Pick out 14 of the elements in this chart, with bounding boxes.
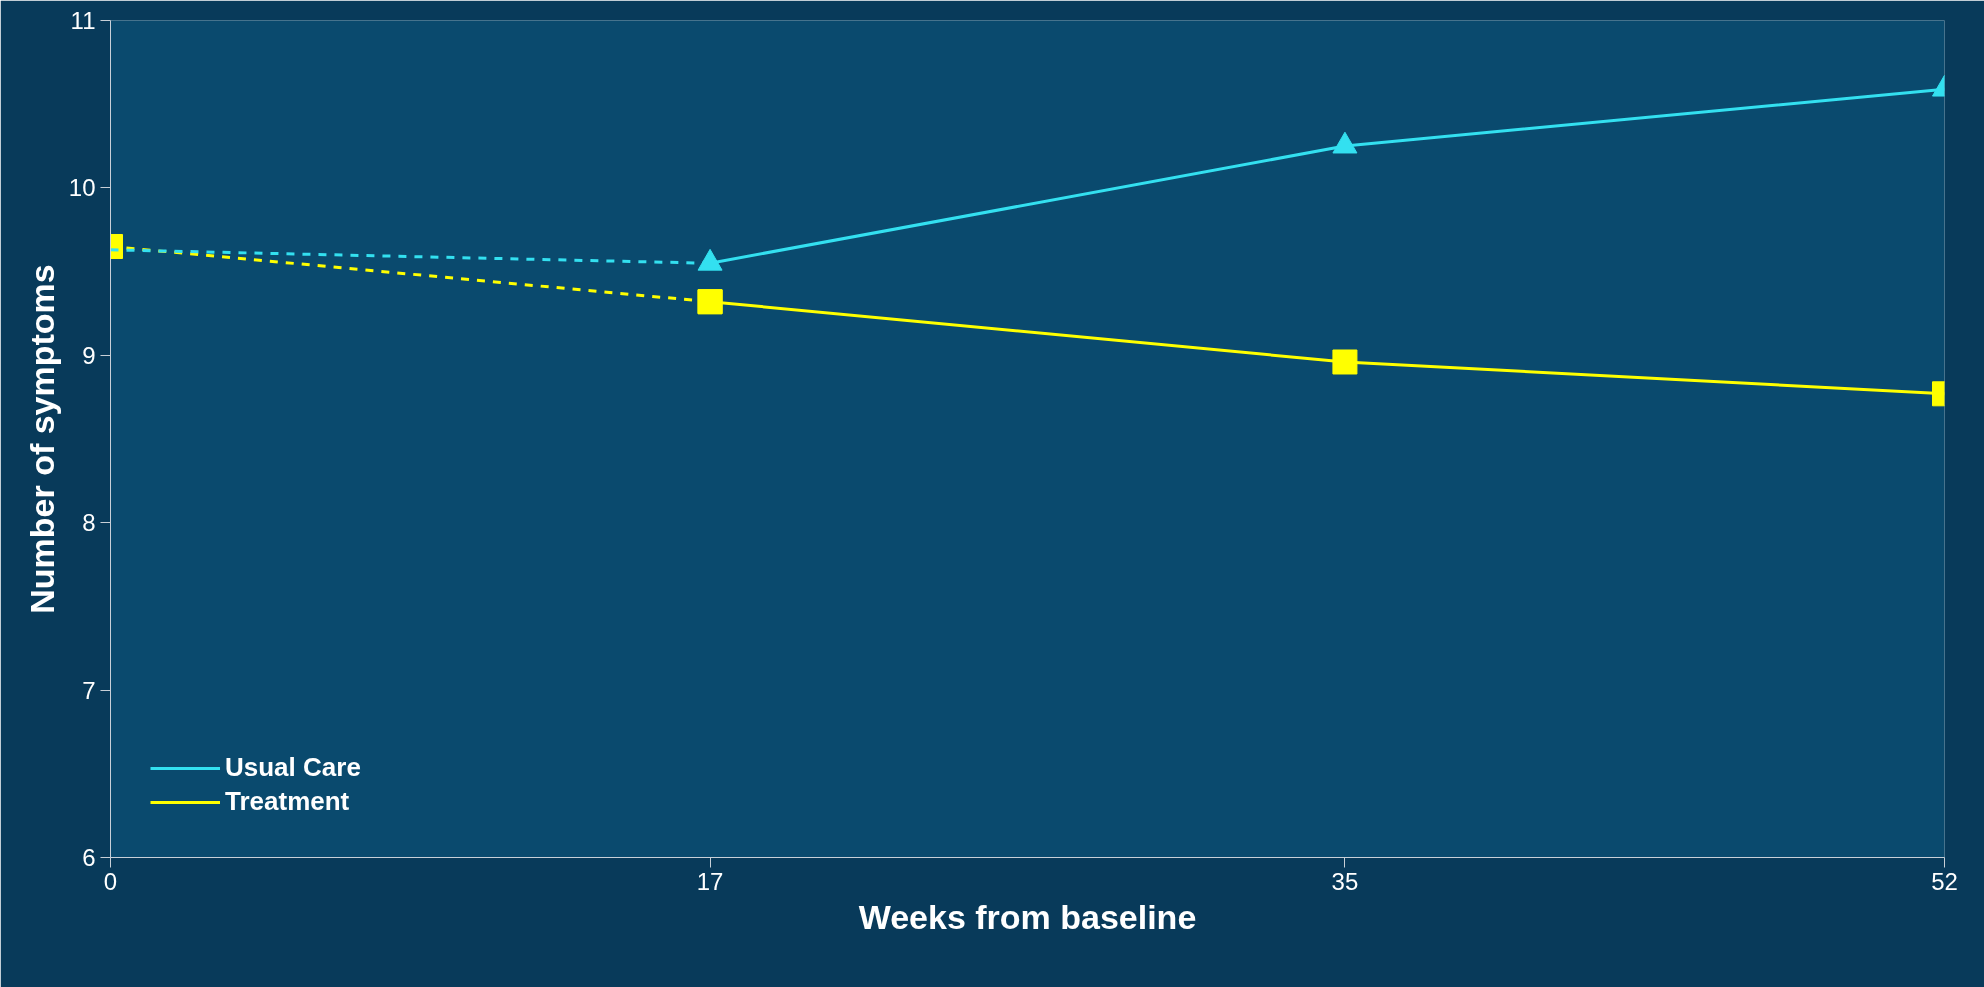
y-tick-label: 8 [82, 509, 96, 537]
x-tick-label: 17 [696, 867, 724, 895]
y-tick-label: 9 [82, 341, 96, 369]
x-axis-title: Weeks from baseline [858, 897, 1197, 936]
y-tick-label: 7 [82, 676, 96, 704]
y-tick-label: 11 [70, 7, 96, 34]
y-axis-title: Number of symptoms [22, 264, 61, 614]
x-tick-label: 35 [1331, 867, 1359, 895]
x-tick-label: 52 [1931, 867, 1958, 895]
y-tick-label: 10 [68, 174, 96, 202]
x-tick-label: 0 [103, 867, 118, 895]
legend-label: Usual Care [225, 752, 361, 783]
legend-label: Treatment [225, 786, 350, 817]
y-tick-label: 6 [82, 844, 96, 871]
